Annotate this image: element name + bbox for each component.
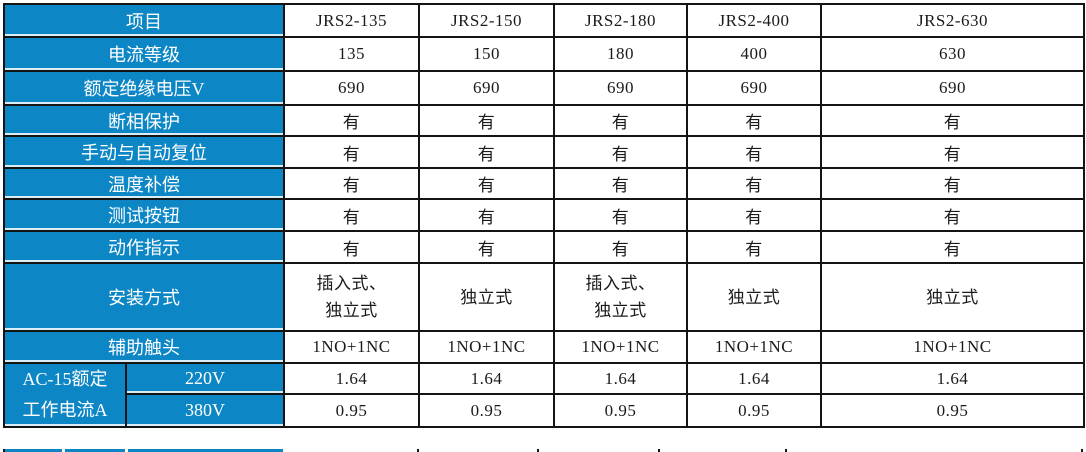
spec-cell: 有: [283, 230, 420, 264]
spec-cell: 插入式、 独立式: [553, 262, 688, 332]
spec-cell: 1NO+1NC: [283, 330, 420, 364]
header-item-label: 项目: [3, 3, 285, 38]
spec-cell: 有: [283, 198, 420, 232]
spec-cell: 400: [686, 36, 822, 72]
row-label: 动作指示: [3, 230, 285, 264]
spec-cell: 独立式: [820, 262, 1085, 332]
voltage-label: 380V: [125, 393, 285, 428]
spec-cell: 135: [283, 36, 420, 72]
row-label: 测试按钮: [3, 198, 285, 232]
spec-cell: 有: [820, 167, 1085, 200]
spec-cell: 有: [686, 230, 822, 264]
row-label: 辅助触头: [3, 330, 285, 364]
table-row: 电流等级 135 150 180 400 630: [3, 36, 1085, 72]
spec-cell: 有: [553, 104, 688, 137]
column-header-model: JRS2-135: [283, 3, 420, 38]
spec-cell: 有: [820, 230, 1085, 264]
row-label: 安装方式: [3, 262, 285, 332]
spec-cell: 690: [686, 70, 822, 106]
spec-cell: 180: [553, 36, 688, 72]
spec-cell: 有: [820, 198, 1085, 232]
spec-cell: 690: [820, 70, 1085, 106]
spec-cell: 1NO+1NC: [820, 330, 1085, 364]
table-row: 辅助触头 1NO+1NC 1NO+1NC 1NO+1NC 1NO+1NC 1NO…: [3, 330, 1085, 364]
spec-cell: 有: [553, 167, 688, 200]
spec-cell: 1.64: [820, 361, 1085, 396]
truncated-row-gridline: [3, 449, 5, 452]
spec-cell: 有: [553, 198, 688, 232]
spec-cell: 690: [553, 70, 688, 106]
spec-table: 项目 JRS2-135 JRS2-150 JRS2-180 JRS2-400 J…: [3, 3, 1085, 428]
table-row: 380V 0.95 0.95 0.95 0.95 0.95: [4, 393, 1085, 428]
truncated-row-blue-cell: [3, 449, 283, 452]
spec-cell: 有: [553, 230, 688, 264]
spec-cell: 有: [686, 135, 822, 169]
truncated-row-gridline: [1081, 449, 1083, 452]
truncated-row-divider: [125, 449, 128, 452]
spec-cell: 1NO+1NC: [686, 330, 822, 364]
spec-cell: 630: [820, 36, 1085, 72]
spec-cell: 690: [283, 70, 420, 106]
table-row: 项目 JRS2-135 JRS2-150 JRS2-180 JRS2-400 J…: [3, 3, 1085, 38]
spec-cell: 690: [418, 70, 555, 106]
spec-cell: 有: [418, 230, 555, 264]
spec-cell: 150: [418, 36, 555, 72]
column-header-model: JRS2-180: [553, 3, 688, 38]
truncated-row-gridline: [658, 449, 660, 452]
spec-cell: 0.95: [418, 393, 555, 428]
spec-cell: 独立式: [418, 262, 555, 332]
spec-cell: 1.64: [553, 361, 688, 396]
spec-cell: 1NO+1NC: [553, 330, 688, 364]
spec-cell: 1.64: [418, 361, 555, 396]
column-header-model: JRS2-630: [820, 3, 1085, 38]
spec-cell: 有: [418, 104, 555, 137]
column-header-model: JRS2-400: [686, 3, 822, 38]
spec-cell: 有: [553, 135, 688, 169]
voltage-label: 220V: [125, 361, 285, 396]
row-label: 断相保护: [3, 104, 285, 137]
column-header-model: JRS2-150: [418, 3, 555, 38]
row-label: 电流等级: [3, 36, 285, 72]
spec-cell: 有: [686, 198, 822, 232]
spec-cell: 有: [283, 104, 420, 137]
table-row: 安装方式 插入式、 独立式 独立式 插入式、 独立式 独立式 独立式: [3, 262, 1085, 332]
spec-cell: 有: [418, 167, 555, 200]
truncated-row-gridline: [417, 449, 419, 452]
spec-cell: 有: [820, 135, 1085, 169]
table-row: 测试按钮 有 有 有 有 有: [3, 198, 1085, 232]
spec-cell: 0.95: [686, 393, 822, 428]
table-row: 温度补偿 有 有 有 有 有: [3, 167, 1085, 200]
spec-cell: 0.95: [283, 393, 420, 428]
spec-cell: 有: [418, 135, 555, 169]
truncated-row-divider: [62, 449, 65, 452]
table-row: 动作指示 有 有 有 有 有: [3, 230, 1085, 264]
spec-cell: 1.64: [686, 361, 822, 396]
truncated-next-row: [3, 449, 1083, 452]
spec-cell: 有: [418, 198, 555, 232]
spec-cell: 有: [686, 104, 822, 137]
table-row: 断相保护 有 有 有 有 有: [3, 104, 1085, 137]
truncated-row-gridline: [537, 449, 539, 452]
spec-cell: 1NO+1NC: [418, 330, 555, 364]
ac15-section-label: AC-15额定 工作电流A: [3, 362, 127, 428]
spec-cell: 有: [820, 104, 1085, 137]
spec-cell: 0.95: [820, 393, 1085, 428]
table-row: 手动与自动复位 有 有 有 有 有: [3, 135, 1085, 169]
spec-cell: 1.64: [283, 361, 420, 396]
spec-cell: 插入式、 独立式: [283, 262, 420, 332]
truncated-row-gridline: [785, 449, 787, 452]
spec-cell: 有: [686, 167, 822, 200]
row-label: 手动与自动复位: [3, 135, 285, 169]
row-label: 额定绝缘电压V: [3, 70, 285, 106]
spec-cell: 有: [283, 167, 420, 200]
row-label: 温度补偿: [3, 167, 285, 200]
spec-cell: 独立式: [686, 262, 822, 332]
spec-cell: 0.95: [553, 393, 688, 428]
table-row: AC-15额定 工作电流A 220V 1.64 1.64 1.64 1.64 1…: [3, 361, 1085, 428]
spec-cell: 有: [283, 135, 420, 169]
table-row: 额定绝缘电压V 690 690 690 690 690: [3, 70, 1085, 106]
